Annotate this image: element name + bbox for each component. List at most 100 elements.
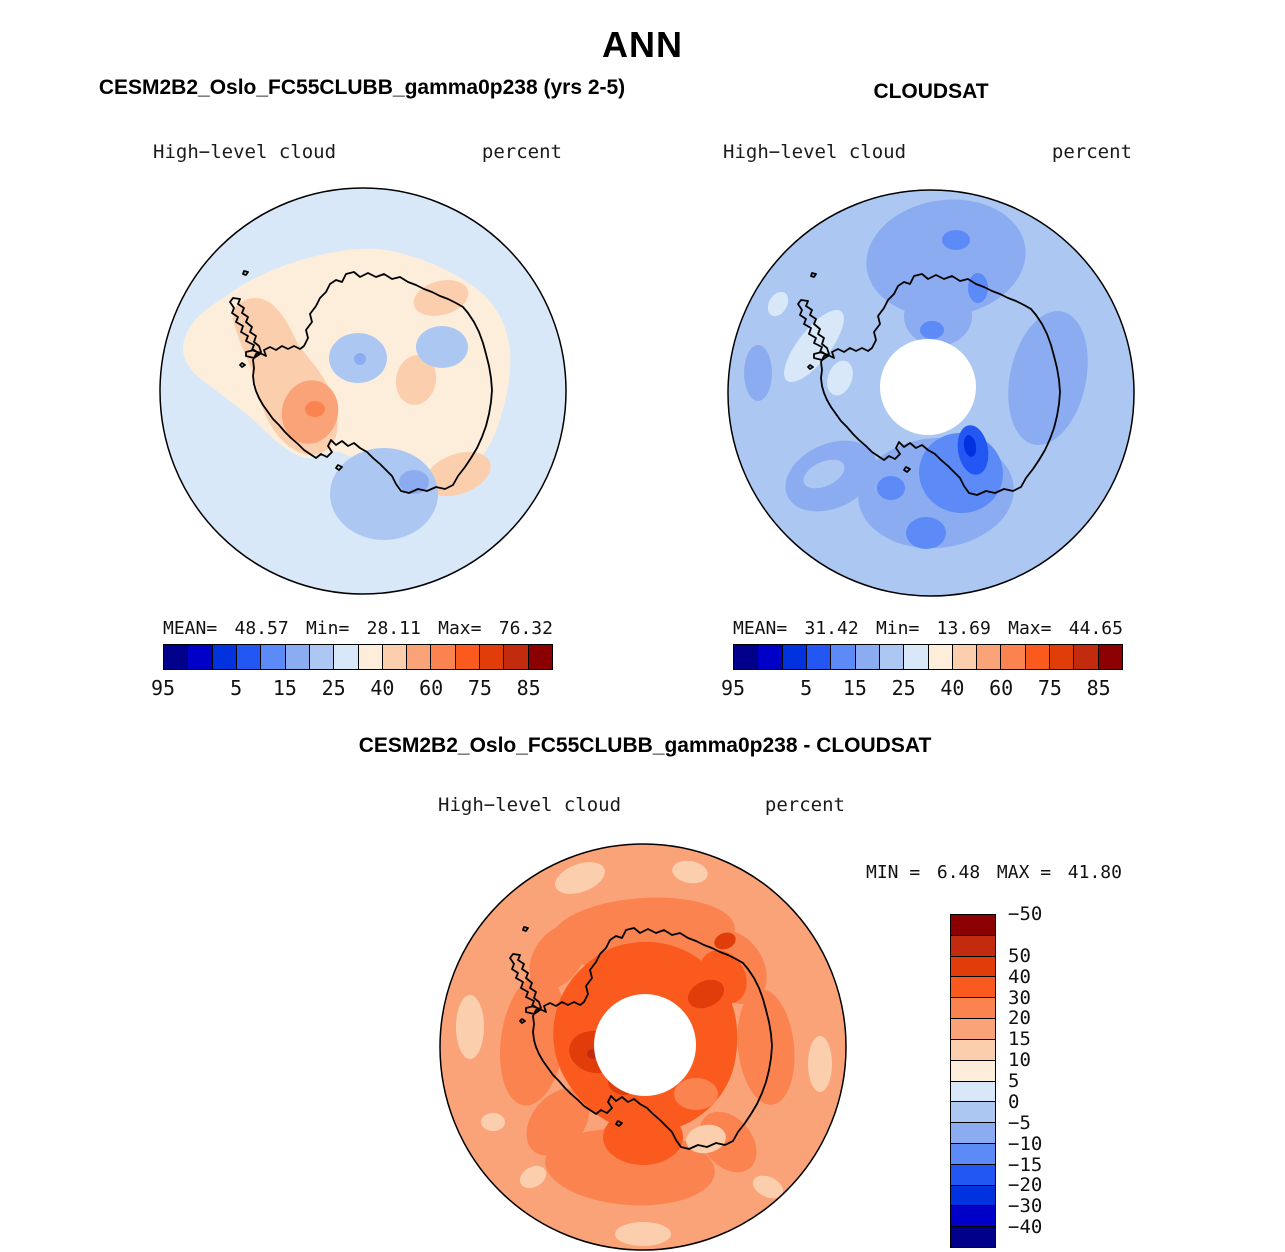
colorbar-tick: −10 [1008, 1132, 1043, 1155]
colorbar-tick: −15 [1008, 1153, 1043, 1176]
colorbar-cell [951, 1102, 995, 1124]
colorbar-tick: 5 [1008, 1070, 1020, 1092]
colorbar-tick: 15 [842, 676, 867, 700]
model-stats: MEAN= 48.57 Min= 28.11 Max= 76.32 [163, 618, 553, 639]
max-label: Max= [1008, 618, 1052, 639]
obs-map [727, 189, 1135, 597]
min-label: Min= [305, 618, 350, 639]
diff-map [439, 843, 847, 1251]
colorbar-tick: −5 [1008, 1111, 1031, 1134]
colorbar-tick: −30 [1008, 1195, 1043, 1218]
colorbar-cell [504, 645, 529, 669]
colorbar-cell [164, 645, 189, 669]
colorbar-cell [1050, 645, 1075, 669]
colorbar-cell [904, 645, 929, 669]
colorbar-tick: −50 [1008, 903, 1043, 925]
colorbar-cell [407, 645, 432, 669]
colorbar-tick: 75 [1037, 676, 1062, 700]
colorbar-cell [831, 645, 856, 669]
max-value: 44.65 [1068, 618, 1123, 639]
colorbar-cell [952, 645, 978, 669]
colorbar-cell [951, 1227, 995, 1247]
colorbar-cell [879, 645, 905, 669]
min-value: 13.69 [936, 618, 991, 639]
model-units-label: percent [481, 141, 562, 163]
obs-stats: MEAN= 31.42 Min= 13.69 Max= 44.65 [733, 618, 1123, 639]
min-value: 28.11 [366, 618, 421, 639]
colorbar-cell [782, 645, 807, 669]
diff-field-label: High−level cloud [438, 794, 622, 816]
max-value: 76.32 [498, 618, 553, 639]
model-colorbar [163, 644, 553, 670]
colorbar-cell [334, 645, 359, 669]
colorbar-cell [951, 956, 995, 978]
colorbar-tick: 25 [891, 676, 916, 700]
colorbar-tick: 85 [1086, 676, 1111, 700]
colorbar-tick: 40 [370, 676, 395, 700]
colorbar-tick: 75 [467, 676, 492, 700]
colorbar-cell [455, 645, 481, 669]
colorbar-cell [236, 645, 262, 669]
mean-value: 31.42 [804, 618, 859, 639]
colorbar-cell [806, 645, 832, 669]
colorbar-cell [951, 935, 995, 957]
colorbar-cell [951, 1123, 995, 1144]
colorbar-cell [951, 1143, 995, 1165]
colorbar-tick: 40 [940, 676, 965, 700]
colorbar-cell [951, 1019, 995, 1040]
colorbar-cell [855, 645, 880, 669]
colorbar-tick: 5 [800, 676, 813, 700]
diff-stats: MIN = 6.48 MAX = 41.80 [866, 862, 1122, 883]
no-data-disk [880, 339, 976, 435]
mean-value: 48.57 [234, 618, 289, 639]
colorbar-tick: 40 [1008, 965, 1031, 988]
colorbar-cell [1098, 645, 1122, 669]
obs-colorbar [733, 644, 1123, 670]
obs-colorbar-ticks: 5 15 25 40 60 75 85 95 [721, 676, 1123, 702]
colorbar-tick: 85 [516, 676, 541, 700]
colorbar-cell [212, 645, 237, 669]
obs-panel-title: CLOUDSAT [873, 80, 989, 103]
colorbar-cell [1074, 645, 1099, 669]
colorbar-cell [951, 998, 995, 1020]
colorbar-tick: 15 [272, 676, 297, 700]
min-label: MIN = [866, 862, 921, 883]
diff-colorbar [950, 914, 996, 1248]
max-label: Max= [438, 618, 482, 639]
max-label: MAX = [996, 862, 1052, 883]
diff-colorbar-ticks: 50 40 30 20 15 10 5 0 −5 −10 −15 −20 −30 −40 −50 [1008, 903, 1068, 1248]
colorbar-tick: 25 [321, 676, 346, 700]
colorbar-cell [928, 645, 953, 669]
colorbar-tick: 60 [419, 676, 444, 700]
colorbar-tick: 95 [150, 676, 176, 700]
model-colorbar-ticks: 5 15 25 40 60 75 85 95 [151, 676, 553, 702]
colorbar-cell [1025, 645, 1051, 669]
colorbar-cell [951, 1206, 995, 1228]
colorbar-cell [261, 645, 286, 669]
colorbar-cell [758, 645, 783, 669]
colorbar-cell [951, 1185, 995, 1207]
colorbar-cell [734, 645, 759, 669]
colorbar-cell [285, 645, 310, 669]
colorbar-tick: 60 [989, 676, 1014, 700]
model-panel-title: CESM2B2_Oslo_FC55CLUBB_gamma0p238 (yrs 2… [98, 76, 626, 99]
colorbar-cell [951, 977, 995, 999]
colorbar-cell [951, 1039, 995, 1061]
colorbar-cell [951, 1060, 995, 1082]
page-title: ANN [602, 24, 683, 65]
model-field-label: High−level cloud [153, 141, 337, 163]
colorbar-tick: 10 [1008, 1049, 1031, 1072]
colorbar-tick: −20 [1008, 1174, 1043, 1197]
colorbar-cell [951, 1164, 995, 1186]
colorbar-cell [358, 645, 383, 669]
obs-field-label: High−level cloud [723, 141, 907, 163]
colorbar-cell [951, 915, 995, 936]
colorbar-cell [431, 645, 456, 669]
colorbar-cell [309, 645, 335, 669]
colorbar-tick: 30 [1008, 986, 1031, 1009]
colorbar-tick: −40 [1008, 1216, 1043, 1239]
obs-units-label: percent [1051, 141, 1132, 163]
colorbar-cell [188, 645, 213, 669]
colorbar-tick: 20 [1008, 1007, 1031, 1030]
diff-panel-title: CESM2B2_Oslo_FC55CLUBB_gamma0p238 - CLOU… [358, 734, 932, 757]
